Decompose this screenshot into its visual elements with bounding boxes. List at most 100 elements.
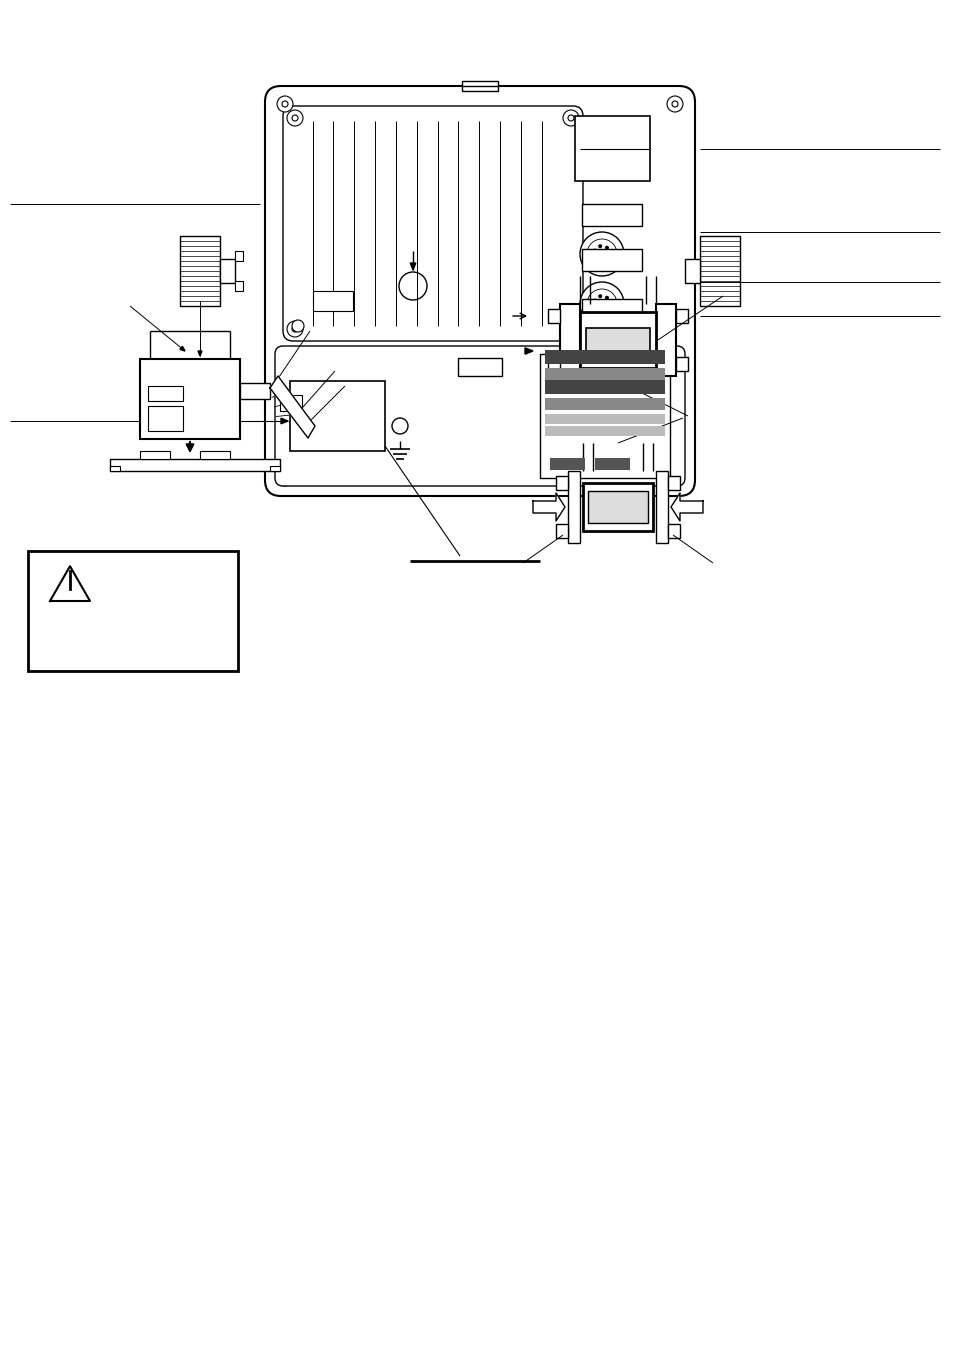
- Circle shape: [287, 322, 303, 336]
- Bar: [313, 290, 353, 311]
- Circle shape: [365, 416, 370, 420]
- Circle shape: [355, 434, 359, 439]
- Circle shape: [310, 434, 315, 439]
- Circle shape: [592, 249, 597, 253]
- Polygon shape: [198, 351, 202, 357]
- Circle shape: [604, 308, 608, 312]
- Circle shape: [343, 416, 348, 420]
- Polygon shape: [274, 378, 279, 382]
- Circle shape: [292, 115, 297, 122]
- Circle shape: [299, 416, 304, 420]
- Circle shape: [333, 397, 337, 403]
- Bar: [140, 359, 240, 439]
- FancyBboxPatch shape: [293, 384, 381, 449]
- Circle shape: [598, 259, 601, 263]
- Bar: [559, 304, 579, 376]
- Bar: [667, 476, 679, 490]
- Bar: [544, 426, 664, 436]
- Circle shape: [398, 272, 427, 300]
- Bar: [547, 357, 559, 372]
- Circle shape: [376, 416, 381, 420]
- Polygon shape: [270, 376, 314, 438]
- Bar: [581, 204, 641, 226]
- Bar: [180, 236, 220, 305]
- Bar: [148, 386, 183, 401]
- Bar: [240, 382, 270, 399]
- Circle shape: [567, 326, 574, 332]
- Circle shape: [343, 434, 348, 439]
- Bar: [234, 251, 243, 261]
- Polygon shape: [618, 251, 624, 257]
- Circle shape: [68, 592, 71, 596]
- Bar: [550, 458, 584, 470]
- Bar: [700, 236, 740, 305]
- Circle shape: [598, 309, 601, 313]
- Bar: [539, 354, 669, 478]
- Circle shape: [343, 397, 348, 403]
- Bar: [585, 328, 649, 359]
- Circle shape: [579, 232, 623, 276]
- Circle shape: [604, 296, 608, 300]
- Circle shape: [579, 282, 623, 326]
- Polygon shape: [281, 419, 288, 424]
- Bar: [544, 350, 664, 363]
- Circle shape: [355, 416, 359, 420]
- Bar: [579, 312, 656, 367]
- Bar: [457, 358, 501, 376]
- Circle shape: [276, 470, 293, 486]
- Bar: [587, 490, 647, 523]
- Circle shape: [321, 416, 326, 420]
- Circle shape: [586, 239, 617, 269]
- Circle shape: [671, 101, 678, 107]
- Bar: [544, 399, 664, 409]
- Bar: [110, 459, 280, 471]
- Polygon shape: [641, 146, 649, 153]
- Bar: [544, 367, 664, 380]
- Polygon shape: [558, 530, 562, 535]
- Bar: [544, 413, 664, 424]
- Bar: [148, 407, 183, 431]
- Polygon shape: [180, 346, 185, 351]
- Bar: [581, 345, 641, 366]
- Bar: [547, 309, 559, 323]
- Circle shape: [592, 299, 597, 303]
- Bar: [556, 524, 567, 538]
- Bar: [567, 471, 579, 543]
- Circle shape: [333, 434, 337, 439]
- Circle shape: [321, 397, 326, 403]
- Bar: [581, 299, 641, 322]
- Circle shape: [276, 96, 293, 112]
- Circle shape: [292, 326, 297, 332]
- Circle shape: [287, 109, 303, 126]
- Polygon shape: [670, 493, 702, 521]
- Bar: [684, 259, 700, 282]
- Circle shape: [562, 322, 578, 336]
- Polygon shape: [616, 438, 619, 443]
- Circle shape: [321, 434, 326, 439]
- Bar: [110, 466, 120, 471]
- Circle shape: [310, 416, 315, 420]
- Polygon shape: [616, 381, 619, 386]
- Circle shape: [592, 305, 597, 309]
- Bar: [581, 249, 641, 272]
- Polygon shape: [50, 566, 90, 601]
- Bar: [290, 381, 385, 451]
- Bar: [461, 81, 497, 91]
- Circle shape: [299, 434, 304, 439]
- Circle shape: [282, 101, 288, 107]
- Polygon shape: [305, 422, 310, 426]
- FancyBboxPatch shape: [283, 105, 582, 340]
- Circle shape: [567, 115, 574, 122]
- Circle shape: [333, 416, 337, 420]
- Circle shape: [282, 476, 288, 481]
- Polygon shape: [524, 347, 533, 354]
- Circle shape: [292, 320, 304, 332]
- Bar: [220, 259, 234, 282]
- FancyBboxPatch shape: [265, 86, 695, 496]
- Bar: [280, 394, 302, 411]
- Bar: [200, 451, 230, 459]
- Polygon shape: [410, 263, 416, 270]
- Bar: [575, 116, 649, 181]
- Circle shape: [299, 397, 304, 403]
- Bar: [676, 309, 687, 323]
